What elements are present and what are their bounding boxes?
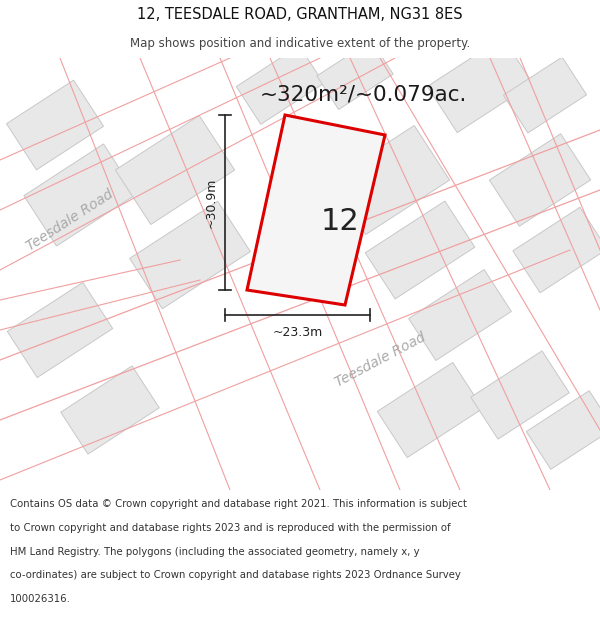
Text: Contains OS data © Crown copyright and database right 2021. This information is : Contains OS data © Crown copyright and d… [10, 499, 467, 509]
Text: 12, TEESDALE ROAD, GRANTHAM, NG31 8ES: 12, TEESDALE ROAD, GRANTHAM, NG31 8ES [137, 7, 463, 22]
Polygon shape [526, 391, 600, 469]
Text: Teesdale Road: Teesdale Road [24, 187, 116, 253]
Text: co-ordinates) are subject to Crown copyright and database rights 2023 Ordnance S: co-ordinates) are subject to Crown copyr… [10, 571, 461, 581]
Polygon shape [247, 115, 385, 305]
Text: HM Land Registry. The polygons (including the associated geometry, namely x, y: HM Land Registry. The polygons (includin… [10, 547, 420, 557]
Polygon shape [409, 269, 511, 361]
Polygon shape [490, 134, 590, 226]
Text: 12: 12 [321, 207, 360, 236]
Text: 100026316.: 100026316. [10, 594, 71, 604]
Text: ~320m²/~0.079ac.: ~320m²/~0.079ac. [260, 85, 467, 105]
Polygon shape [513, 208, 600, 292]
Polygon shape [7, 282, 113, 378]
Text: Map shows position and indicative extent of the property.: Map shows position and indicative extent… [130, 37, 470, 50]
Polygon shape [24, 144, 136, 246]
Text: Teesdale Road: Teesdale Road [332, 330, 428, 390]
Polygon shape [61, 366, 159, 454]
Polygon shape [377, 362, 483, 458]
Polygon shape [317, 41, 393, 109]
Polygon shape [331, 126, 449, 234]
Polygon shape [471, 351, 569, 439]
Polygon shape [365, 201, 475, 299]
Polygon shape [115, 116, 235, 224]
Text: to Crown copyright and database rights 2023 and is reproduced with the permissio: to Crown copyright and database rights 2… [10, 523, 451, 533]
Text: ~23.3m: ~23.3m [272, 326, 323, 339]
Text: ~30.9m: ~30.9m [205, 177, 218, 227]
Polygon shape [236, 46, 324, 124]
Polygon shape [503, 57, 587, 133]
Polygon shape [130, 201, 250, 309]
Polygon shape [7, 80, 104, 170]
Polygon shape [427, 38, 533, 132]
